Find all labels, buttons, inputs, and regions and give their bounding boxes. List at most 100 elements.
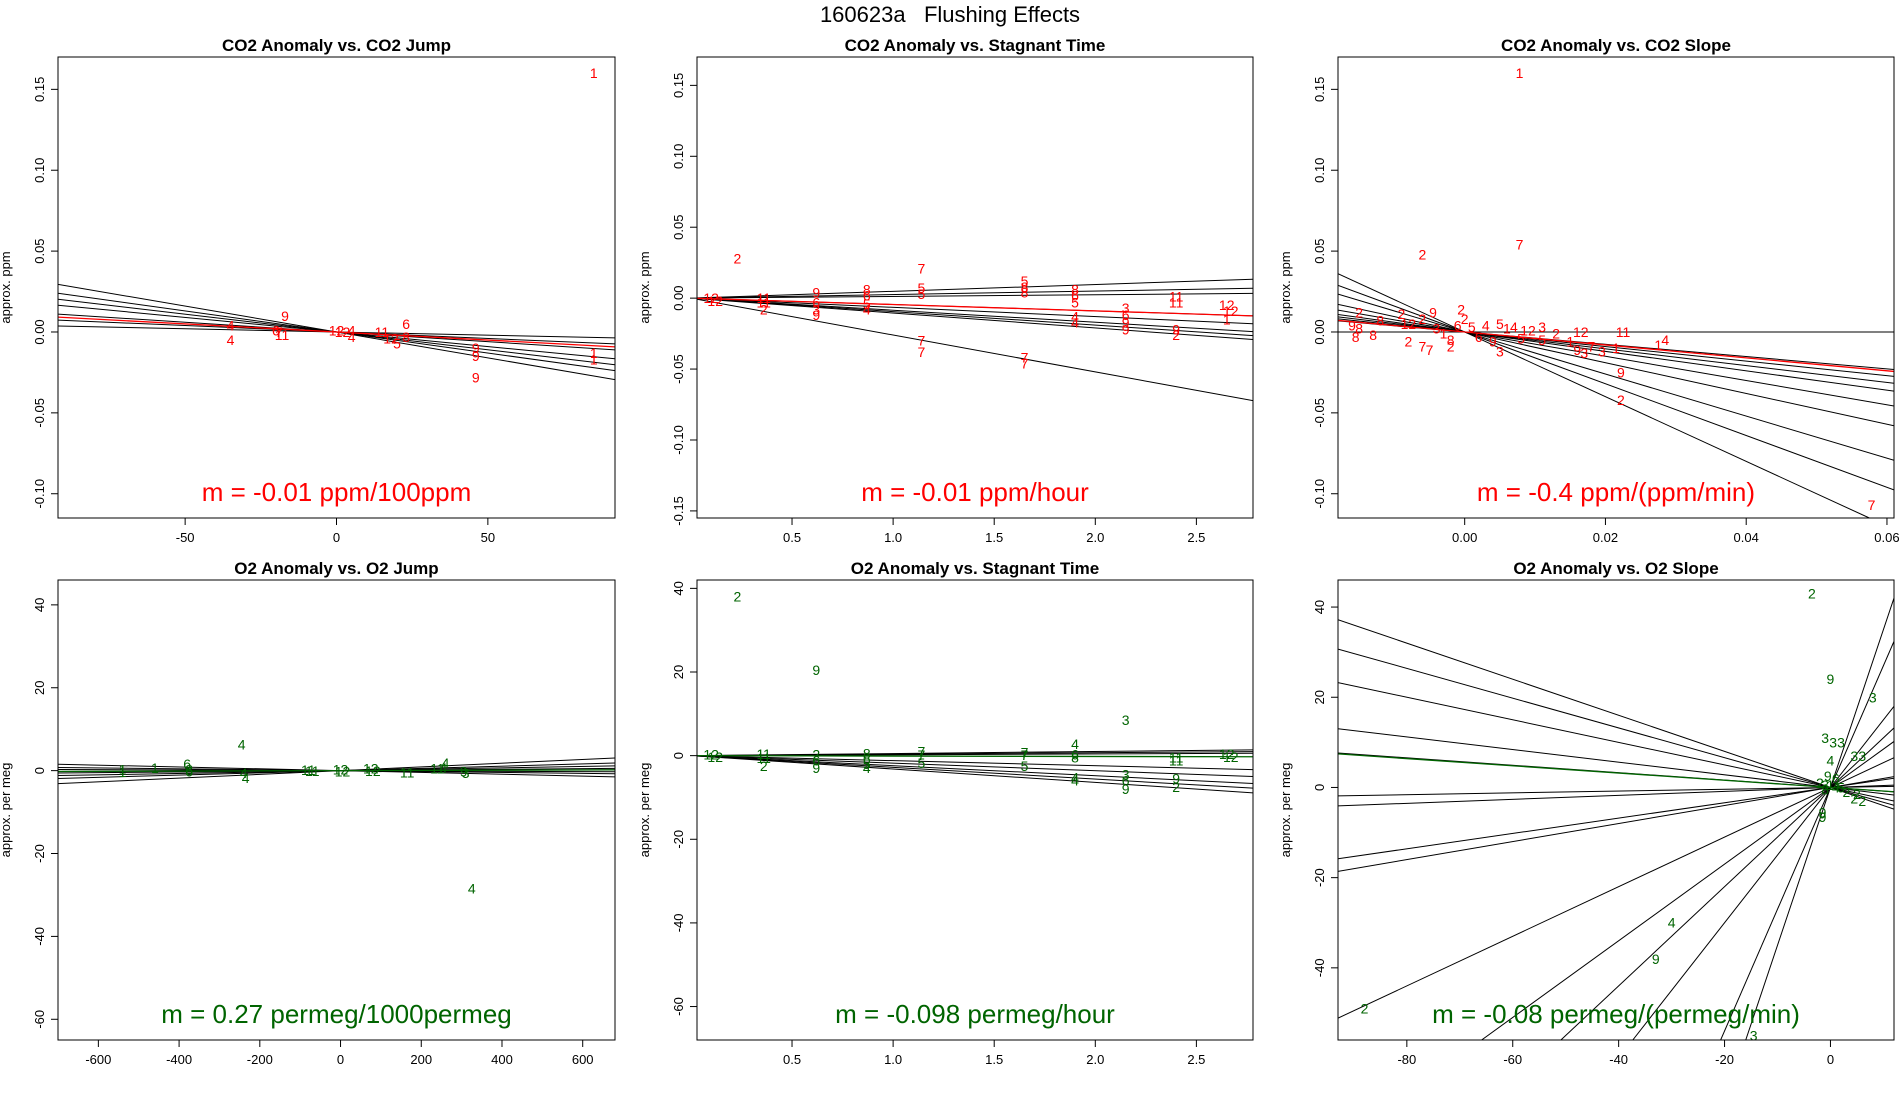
data-point-7: 2 [760, 758, 768, 774]
data-point-8: 6 [812, 294, 820, 310]
data-point-11: 8 [863, 746, 871, 762]
slope-annotation: m = -0.098 permeg/hour [835, 999, 1115, 1029]
y-tick-label: 0.10 [671, 144, 686, 169]
data-point-9: 6 [812, 753, 820, 769]
data-point-13: 2 [1419, 311, 1427, 327]
data-point-18: 4 [442, 755, 450, 771]
data-point-31: 11 [1169, 753, 1184, 769]
data-point-9: 3 [812, 301, 820, 317]
data-point-4: 12 [707, 749, 723, 765]
data-point-13: 5 [863, 296, 871, 312]
y-tick-label: 20 [32, 681, 47, 695]
data-point-7: 7 [275, 324, 283, 340]
data-point-36: 9 [1172, 321, 1180, 337]
data-point-11: 8 [863, 282, 871, 298]
fit-line-8 [697, 749, 1253, 757]
data-point-6: 2 [760, 301, 768, 317]
data-point-17: 5 [918, 755, 926, 771]
fit-line-4 [1338, 303, 1894, 427]
data-point-13: 12 [335, 763, 351, 779]
fit-line-1 [697, 298, 1253, 402]
x-tick-label: 0 [333, 530, 340, 545]
fit-line-1 [1338, 648, 1894, 806]
data-point-12: 6 [863, 751, 871, 767]
y-tick-label: 0.15 [671, 73, 686, 98]
fit-line-6 [1338, 314, 1894, 392]
data-point-25: 8 [1071, 282, 1079, 298]
data-point-29: 5 [1496, 316, 1504, 332]
data-point-40: 7 [1587, 339, 1595, 355]
chart-panel-2: CO2 Anomaly vs. Stagnant Time approx. ppm… [637, 36, 1254, 545]
x-tick-label: 0.06 [1874, 530, 1899, 545]
y-tick-label: -0.10 [1312, 479, 1327, 509]
y-tick-label: -0.05 [32, 398, 47, 428]
data-point-15: 7 [918, 260, 926, 276]
data-point-3: 3 [1869, 689, 1877, 705]
slope-annotation: m = -0.01 ppm/100ppm [202, 477, 472, 507]
data-point-20: 9 [460, 763, 468, 779]
data-point-8: 3 [1858, 748, 1866, 764]
y-tick-label: -0.10 [671, 425, 686, 455]
fit-line-9 [1481, 741, 1894, 1040]
data-point-32: 9 [1172, 771, 1180, 787]
fit-line-2 [697, 298, 1253, 341]
data-point-9: 4 [242, 770, 250, 786]
data-point-18: 7 [918, 333, 926, 349]
data-point-23: 8 [1071, 750, 1079, 766]
data-point-21: 4 [1071, 736, 1079, 752]
data-point-13: 3 [1821, 777, 1829, 793]
data-point-2: 4 [227, 318, 235, 334]
y-tick-label: -0.05 [1312, 398, 1327, 428]
y-tick-label: -0.10 [32, 479, 47, 509]
y-axis-label: approx. per meg [637, 763, 652, 858]
data-point-30: 3 [1122, 300, 1130, 316]
fit-line-2 [697, 755, 1253, 789]
data-point-33: 12 [1520, 322, 1536, 338]
data-point-33: 2 [1172, 779, 1180, 795]
y-axis-label: approx. per meg [1278, 763, 1293, 858]
data-point-22: 6 [1071, 746, 1079, 762]
y-tick-label: 20 [671, 665, 686, 679]
data-point-11: 11 [305, 763, 320, 779]
data-point-4: 3 [1821, 730, 1829, 746]
slope-annotation: m = -0.01 ppm/hour [861, 477, 1089, 507]
fit-line-2 [1338, 284, 1894, 491]
y-tick-label: 0.15 [1312, 77, 1327, 102]
data-point-24: 5 [1468, 319, 1476, 335]
data-point-16: 7 [918, 747, 926, 763]
x-tick-label: 400 [491, 1052, 513, 1067]
x-tick-label: 50 [481, 530, 495, 545]
data-point-13: 5 [863, 756, 871, 772]
data-point-5: 11 [756, 746, 771, 762]
x-tick-label: 200 [410, 1052, 432, 1067]
data-point-6: 11 [756, 750, 771, 766]
data-point-15: 6 [402, 316, 410, 332]
x-tick-label: 600 [572, 1052, 594, 1067]
data-point-31: 6 [1122, 307, 1130, 323]
data-point-19: 9 [472, 369, 480, 385]
data-point-19: 2 [1853, 786, 1861, 802]
data-point-18: 1 [1440, 326, 1448, 342]
data-point-5: 3 [1829, 734, 1837, 750]
mean-fit-line [697, 297, 1253, 317]
slope-annotation: m = 0.27 permeg/1000permeg [161, 999, 512, 1029]
data-point-33: 9 [1122, 321, 1130, 337]
data-point-2: 1 [119, 764, 127, 780]
data-point-48: 2 [1617, 392, 1625, 408]
data-point-24: 4 [1668, 915, 1676, 931]
data-point-7: 8 [1352, 329, 1360, 345]
data-point-1: 2 [1808, 586, 1816, 602]
y-tick-label: -60 [32, 1010, 47, 1029]
y-tick-label: 0.00 [671, 285, 686, 310]
x-tick-label: 2.0 [1086, 530, 1104, 545]
data-point-4: 6 [183, 756, 191, 772]
x-tick-label: 1.0 [884, 1052, 902, 1067]
chart-title: O2 Anomaly vs. O2 Jump [234, 559, 438, 578]
data-point-20: 2 [1850, 791, 1858, 807]
data-point-35: 3 [1538, 319, 1546, 335]
x-tick-label: 1.5 [985, 530, 1003, 545]
